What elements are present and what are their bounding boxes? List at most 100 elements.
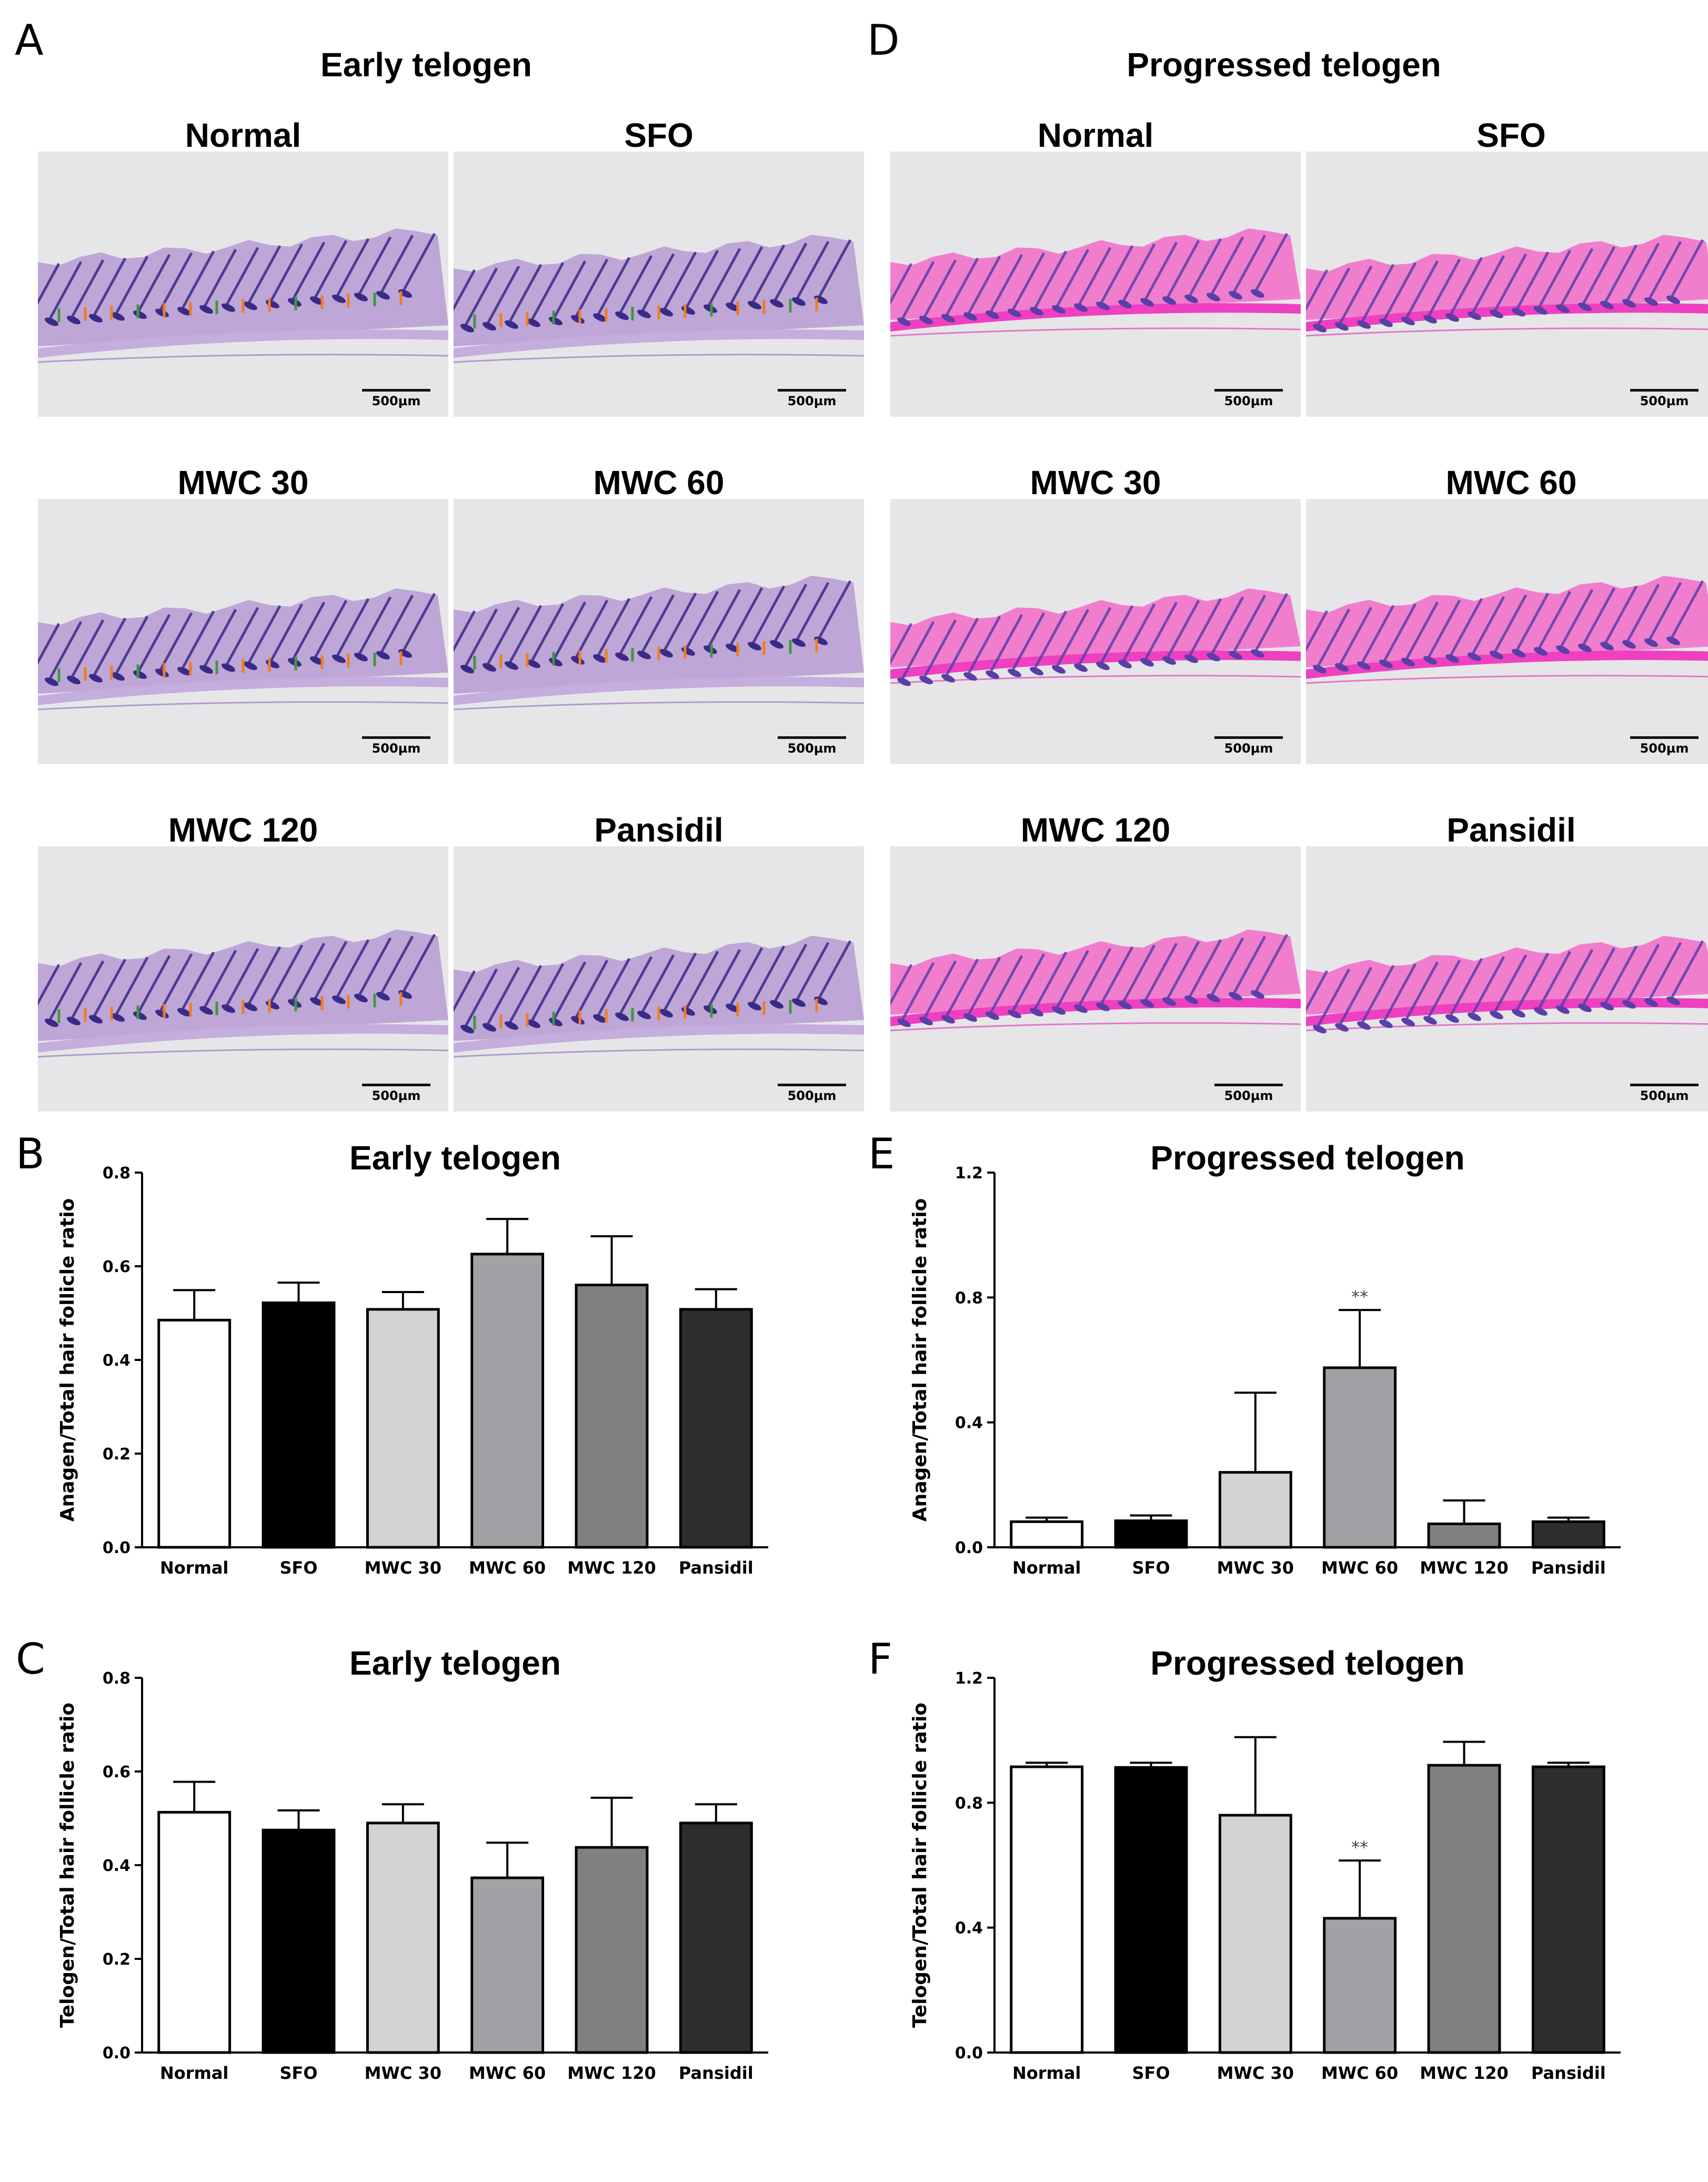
scale-bar-label: 500µm <box>1224 1088 1273 1103</box>
chart-title: Progressed telogen <box>1150 1644 1465 1682</box>
micrograph-image: 500µm <box>38 499 448 764</box>
chart-c: C Early telogen 0.0 0.2 0.4 0.6 0.8 Telogen/Tot… <box>11 1637 831 2100</box>
scale-bar: 500µm <box>1630 736 1699 756</box>
y-tick-label: 0.8 <box>103 1164 130 1183</box>
y-tick-label: 0.0 <box>103 2044 130 2063</box>
significance-marker: ** <box>1351 1837 1368 1857</box>
scale-bar-label: 500µm <box>1640 1088 1689 1103</box>
bar-pansidil <box>1531 1765 1605 2054</box>
x-tick-label: Pansidil <box>679 1558 753 1578</box>
bar-sfo <box>1114 1519 1188 1549</box>
y-tick-label: 0.6 <box>103 1763 130 1781</box>
panel-a-group-title: Normal <box>185 116 302 154</box>
bar-pansidil <box>679 1821 753 2054</box>
x-tick-label: MWC 120 <box>567 1558 656 1578</box>
x-tick-label: MWC 120 <box>1420 1558 1509 1578</box>
bar-mwc-60 <box>470 1876 545 2054</box>
chart-svg: E Progressed telogen 0.0 0.4 0.8 1.2 Anagen/To… <box>868 1132 1621 1578</box>
y-tick-label: 0.2 <box>103 1445 130 1464</box>
x-tick-label: MWC 60 <box>469 1558 546 1578</box>
scale-bar-line <box>778 1084 846 1086</box>
scale-bar: 500µm <box>1214 1084 1283 1103</box>
y-tick-label: 0.6 <box>103 1258 130 1276</box>
scale-bar-line <box>1214 736 1283 739</box>
panel-a-stage-title: Early telogen <box>320 46 532 84</box>
scale-bar-label: 500µm <box>371 394 421 408</box>
micrograph-image: 500µm <box>38 846 448 1112</box>
panel-d-group-title: MWC 120 <box>1020 811 1171 849</box>
x-tick-label: Pansidil <box>1531 2063 1606 2083</box>
scale-bar: 500µm <box>1214 736 1283 756</box>
scale-bar-line <box>1214 1084 1283 1086</box>
x-tick-label: SFO <box>1132 2063 1170 2083</box>
significance-marker: ** <box>1351 1287 1368 1307</box>
scale-bar-label: 500µm <box>1224 394 1273 408</box>
x-tick-label: MWC 60 <box>1321 1558 1398 1578</box>
bar-sfo <box>262 1828 336 2054</box>
bar-mwc-30 <box>1218 1471 1292 1549</box>
chart-e: E Progressed telogen 0.0 0.4 0.8 1.2 Anagen/To… <box>863 1132 1684 1595</box>
bar-normal <box>157 1810 232 2054</box>
x-tick-label: MWC 30 <box>1217 2063 1294 2083</box>
panel-a-group-title: Pansidil <box>594 811 724 849</box>
y-axis-label: Telogen/Total hair follicle ratio <box>909 1703 931 2028</box>
x-tick-label: MWC 120 <box>1420 2063 1509 2083</box>
bar-mwc-120 <box>1427 1523 1501 1549</box>
chart-title: Progressed telogen <box>1150 1139 1465 1177</box>
y-tick-label: 1.2 <box>955 1164 983 1183</box>
bar-mwc-30 <box>366 1821 440 2054</box>
bar-mwc-120 <box>1427 1764 1501 2054</box>
scale-bar: 500µm <box>1630 389 1699 408</box>
scale-bar: 500µm <box>778 736 846 756</box>
chart-title: Early telogen <box>349 1139 561 1177</box>
micrograph-image: 500µm <box>1306 499 1708 764</box>
bar-mwc-60 <box>1323 1366 1397 1549</box>
scale-bar-line <box>1214 389 1283 392</box>
x-tick-label: MWC 30 <box>1217 1558 1294 1578</box>
y-tick-label: 0.4 <box>955 1414 983 1433</box>
panel-d-group-title: Normal <box>1037 116 1154 154</box>
scale-bar-line <box>362 736 430 739</box>
panel-letter-d: D <box>867 16 900 65</box>
scale-bar-label: 500µm <box>787 741 837 756</box>
x-tick-label: SFO <box>279 1558 317 1578</box>
scale-bar: 500µm <box>1214 389 1283 408</box>
scale-bar-label: 500µm <box>1640 394 1689 408</box>
micrograph-image: 500µm <box>38 152 448 417</box>
bar-normal <box>157 1318 232 1549</box>
bar-sfo <box>1114 1766 1188 2054</box>
scale-bar-line <box>778 736 846 739</box>
x-tick-label: SFO <box>1132 1558 1170 1578</box>
bar-mwc-60 <box>470 1253 545 1549</box>
panel-a-group-title: MWC 120 <box>168 811 318 849</box>
x-tick-label: MWC 30 <box>365 2063 441 2083</box>
panel-d-group-title: Pansidil <box>1446 811 1576 849</box>
scale-bar-line <box>362 1084 430 1086</box>
chart-b: B Early telogen 0.0 0.2 0.4 0.6 0.8 Anagen/Tota… <box>11 1132 831 1595</box>
y-tick-label: 0.0 <box>103 1539 130 1557</box>
micrograph-image: 500µm <box>454 846 864 1112</box>
x-tick-label: Pansidil <box>679 2063 753 2083</box>
y-tick-label: 1.2 <box>955 1669 983 1688</box>
bar-normal <box>1010 1765 1084 2054</box>
bar-mwc-120 <box>575 1284 649 1549</box>
chart-f: F Progressed telogen 0.0 0.4 0.8 1.2 Telogen/T… <box>863 1637 1684 2100</box>
micrograph-image: 500µm <box>890 499 1301 764</box>
chart-svg: B Early telogen 0.0 0.2 0.4 0.6 0.8 Anagen/Tota… <box>16 1132 768 1578</box>
x-tick-label: MWC 30 <box>365 1558 441 1578</box>
panel-letter: B <box>16 1132 45 1178</box>
x-tick-label: MWC 60 <box>469 2063 546 2083</box>
scale-bar-line <box>1630 736 1699 739</box>
panel-d-group-title: MWC 60 <box>1445 464 1577 502</box>
panel-letter: E <box>868 1132 895 1178</box>
y-tick-label: 0.4 <box>103 1857 130 1875</box>
chart-svg: F Progressed telogen 0.0 0.4 0.8 1.2 Telogen/T… <box>868 1637 1621 2083</box>
panel-letter: C <box>16 1637 45 1684</box>
scale-bar-label: 500µm <box>371 741 421 756</box>
micrograph-image: 500µm <box>890 152 1301 417</box>
x-tick-label: Normal <box>1012 1558 1081 1578</box>
scale-bar-label: 500µm <box>371 1088 421 1103</box>
y-axis-label: Anagen/Total hair follicle ratio <box>909 1198 931 1522</box>
y-tick-label: 0.8 <box>955 1289 983 1307</box>
y-tick-label: 0.8 <box>103 1669 130 1688</box>
